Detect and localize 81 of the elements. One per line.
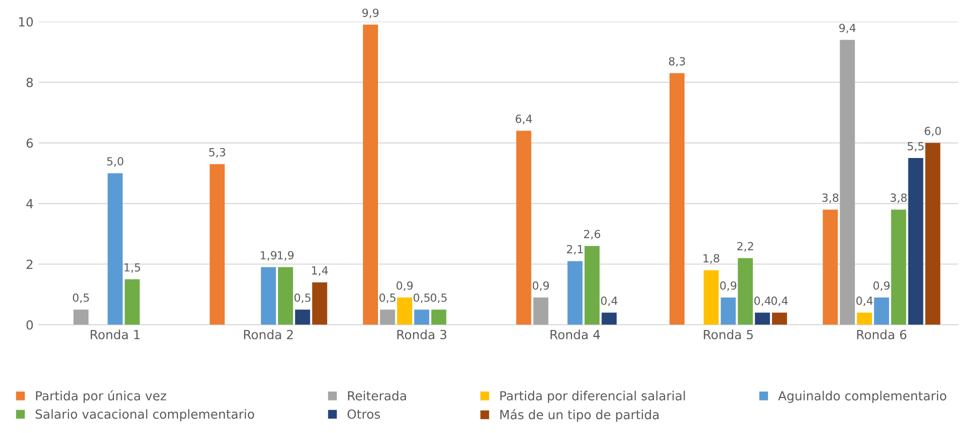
bar (584, 246, 600, 325)
bar (754, 312, 770, 325)
x-tick-label: Ronda 5 (704, 330, 753, 340)
bar (73, 310, 89, 325)
bar (670, 73, 685, 325)
bar (738, 258, 753, 325)
data-label: 1,9 (260, 251, 276, 261)
data-label: 2,2 (737, 242, 754, 252)
data-label: 9,4 (839, 24, 856, 34)
bar (380, 310, 396, 325)
data-label: 0,4 (856, 296, 873, 306)
data-label: 0,4 (754, 296, 771, 306)
legend-label: Partida por diferencial salarial (500, 390, 685, 403)
bar (856, 312, 872, 325)
data-label: 2,1 (566, 244, 583, 255)
x-tick-label: Ronda 2 (244, 330, 293, 340)
bar (295, 310, 310, 325)
bar (602, 312, 617, 325)
bar (772, 312, 788, 325)
bar (362, 24, 378, 325)
data-label: 0,4 (771, 296, 788, 306)
bar (925, 142, 940, 325)
data-label: 5,5 (908, 142, 924, 152)
x-tick-label: Ronda 6 (857, 330, 906, 340)
data-label: 1,4 (312, 266, 328, 276)
data-label: 1,8 (704, 254, 720, 264)
data-label: 8,3 (668, 57, 685, 67)
y-tick-label: 8 (26, 78, 33, 88)
data-label: 0,5 (72, 293, 89, 304)
x-tick-label: Ronda 3 (397, 330, 446, 340)
bar (704, 270, 719, 325)
data-label: 0,4 (601, 296, 618, 306)
data-label: 5,3 (209, 148, 226, 158)
bar (874, 297, 890, 325)
bar (516, 130, 532, 325)
bar (840, 40, 855, 325)
bar (124, 279, 140, 325)
y-tick-label: 10 (19, 17, 33, 27)
legend-label: Aguinaldo complementario (778, 390, 946, 403)
data-label: 0,5 (294, 293, 310, 304)
bar (431, 310, 446, 325)
x-tick-label: Ronda 1 (90, 330, 140, 340)
data-label: 0,9 (532, 281, 549, 291)
y-tick-label: 2 (26, 260, 32, 269)
y-tick-label: 6 (26, 138, 33, 148)
legend-label: Partida por única vez (36, 390, 166, 403)
data-label: 0,5 (430, 293, 447, 304)
data-label: 0,9 (396, 281, 413, 291)
bar (397, 297, 412, 325)
bar (260, 267, 276, 325)
data-label: 6,4 (516, 114, 532, 124)
bar (312, 282, 328, 325)
data-label: 0,9 (720, 281, 736, 291)
bar (108, 173, 123, 325)
legend-label: Reiterada (348, 390, 406, 400)
data-label: 1,9 (278, 251, 294, 261)
data-label: 0,5 (414, 293, 430, 304)
bar (533, 297, 548, 325)
bar (720, 297, 736, 325)
legend-label: Más de un tipo de partida (500, 409, 659, 422)
bar (278, 267, 294, 325)
data-label: 6,0 (924, 126, 941, 136)
data-label: 3,8 (822, 193, 838, 203)
bar (822, 210, 838, 325)
legend-label: Salario vacacional complementario (36, 409, 254, 422)
data-label: 3,8 (890, 193, 907, 203)
y-tick-label: 0 (26, 320, 33, 330)
legend-label: Otros (348, 409, 380, 419)
data-label: 1,5 (124, 263, 140, 273)
bar (891, 210, 906, 325)
bar (567, 261, 583, 325)
bar (210, 164, 225, 325)
data-label: 0,9 (873, 281, 890, 291)
y-tick-label: 4 (26, 199, 33, 208)
data-label: 2,6 (584, 230, 600, 240)
data-label: 0,5 (379, 293, 396, 304)
bar (414, 310, 430, 325)
data-label: 9,9 (362, 8, 379, 18)
data-label: 5,0 (107, 157, 124, 167)
bar (908, 158, 924, 325)
x-tick-label: Ronda 4 (550, 330, 600, 340)
